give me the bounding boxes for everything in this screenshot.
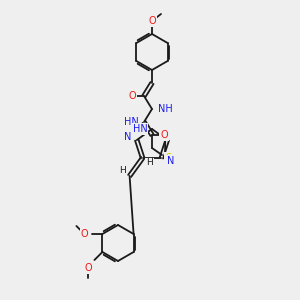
Text: N: N xyxy=(167,156,174,166)
Text: O: O xyxy=(160,130,168,140)
Text: H: H xyxy=(119,167,126,176)
Text: NH: NH xyxy=(158,104,172,114)
Text: H: H xyxy=(146,158,153,167)
Text: O: O xyxy=(148,16,156,26)
Text: HN: HN xyxy=(124,117,138,127)
Text: O: O xyxy=(85,263,92,273)
Text: HN: HN xyxy=(133,124,147,134)
Text: N: N xyxy=(124,132,131,142)
Text: O: O xyxy=(128,91,136,101)
Text: O: O xyxy=(81,229,88,239)
Text: S: S xyxy=(165,153,171,163)
